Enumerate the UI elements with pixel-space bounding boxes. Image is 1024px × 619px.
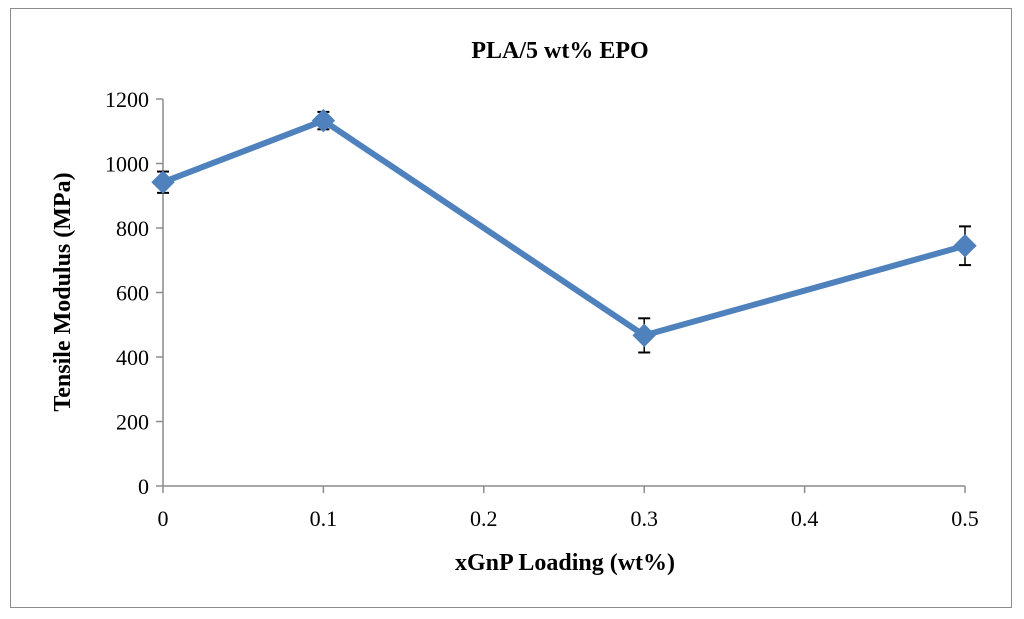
x-axis-title: xGnP Loading (wt%) [455,550,675,576]
data-point-marker [632,323,656,348]
y-tick-label: 400 [116,345,149,370]
chart-title: PLA/5 wt% EPO [471,38,648,64]
plot-area [151,108,977,354]
y-tick-label: 600 [116,281,149,306]
x-tick-label: 0.2 [470,506,498,531]
y-tick-label: 0 [138,474,149,499]
y-tick-label: 800 [116,216,149,241]
y-tick-label: 1200 [105,87,149,112]
chart-frame [10,8,1012,608]
data-point-marker [151,170,175,194]
y-tick-label: 1000 [105,152,149,177]
y-axis-title: Tensile Modulus (MPa) [50,172,76,411]
x-tick-label: 0.3 [630,506,658,531]
data-point-marker [311,108,336,133]
x-tick-label: 0.4 [791,506,819,531]
series-line [161,117,966,339]
axes: 0 200 400 600 800 1000 1200 0 0.1 0.2 0.3 0.4 0.5 [105,87,979,531]
x-tick-label: 0 [158,506,169,531]
x-tick-label: 0.5 [951,506,979,531]
x-tick-label: 0.1 [310,506,338,531]
y-tick-label: 200 [116,410,149,435]
data-point-marker [953,234,977,258]
